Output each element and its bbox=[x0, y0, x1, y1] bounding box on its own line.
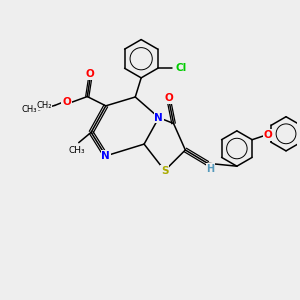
Text: O: O bbox=[62, 98, 71, 107]
Text: H: H bbox=[206, 164, 214, 173]
Text: CH₃: CH₃ bbox=[22, 105, 37, 114]
Text: CH₂: CH₂ bbox=[37, 101, 52, 110]
Text: Cl: Cl bbox=[175, 63, 186, 73]
Text: O: O bbox=[86, 69, 94, 79]
Text: O: O bbox=[165, 93, 173, 103]
Text: N: N bbox=[154, 112, 163, 123]
Text: S: S bbox=[161, 166, 169, 176]
Text: CH₃: CH₃ bbox=[69, 146, 85, 154]
Text: N: N bbox=[101, 151, 110, 161]
Text: O: O bbox=[263, 130, 272, 140]
